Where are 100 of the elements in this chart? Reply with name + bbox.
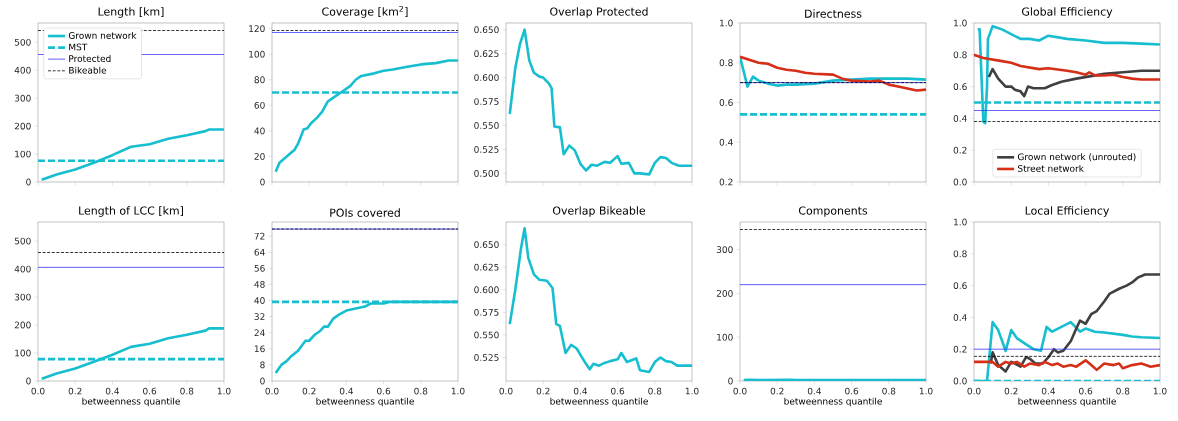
- y-tick-label: 1.0: [954, 19, 967, 27]
- x-tick-label: 0.2: [68, 387, 82, 395]
- ref-line-label: Protected: [69, 55, 111, 63]
- y-tick-label: 60: [254, 101, 265, 109]
- y-tick-label: 0: [728, 377, 733, 385]
- y-tick-label: 0.2: [719, 178, 733, 186]
- chart-title: Local Efficiency: [1025, 206, 1110, 217]
- y-tick-label: 100: [717, 333, 733, 341]
- y-tick-label: 500: [14, 237, 31, 245]
- chart-title: Length of LCC [km]: [79, 206, 183, 217]
- y-tick-label: 0.575: [474, 98, 499, 105]
- y-tick-label: 400: [14, 66, 31, 74]
- chart-title: Components: [798, 206, 868, 217]
- y-tick-label: 1.0: [954, 218, 967, 226]
- chart-title: Global Efficiency: [1022, 7, 1113, 18]
- legend-label: Grown network (unrouted): [1017, 153, 1136, 162]
- chart-title: Directness: [805, 9, 862, 18]
- y-tick-label: 0.4: [953, 115, 967, 122]
- y-tick-label: 0.650: [474, 241, 499, 248]
- y-tick-label: 100: [15, 150, 31, 158]
- x-axis-title: betweenness quantile: [316, 397, 414, 407]
- x-tick-label: 0.4: [339, 387, 354, 395]
- x-tick-label: 1.0: [217, 387, 231, 395]
- y-tick-label: 0.6: [953, 83, 967, 90]
- x-axis-title: betweenness quantile: [550, 397, 648, 407]
- y-tick-label: 100: [249, 50, 265, 58]
- x-tick-label: 0.8: [180, 387, 194, 395]
- y-tick-label: 0.625: [474, 263, 499, 271]
- y-tick-label: 200: [716, 290, 733, 297]
- chart-title: Overlap Bikeable: [552, 206, 646, 217]
- y-tick-label: 24: [254, 329, 265, 337]
- y-tick-label: 0.600: [474, 74, 499, 81]
- x-axis-title: betweenness quantile: [82, 397, 180, 407]
- x-tick-label: 1.0: [919, 387, 933, 395]
- y-tick-label: 0.8: [953, 250, 967, 258]
- y-tick-label: 0.550: [474, 122, 499, 129]
- x-tick-label: 0.4: [807, 387, 822, 395]
- x-tick-label: 1.0: [1153, 387, 1167, 395]
- x-tick-label: 0.6: [1079, 387, 1093, 395]
- x-tick-label: 0.8: [1116, 387, 1130, 395]
- x-tick-label: 1.0: [685, 387, 699, 395]
- y-tick-label: 0.8: [719, 59, 733, 67]
- x-tick-label: 0.6: [845, 387, 859, 395]
- y-tick-label: 72: [254, 232, 265, 240]
- y-tick-label: 0.525: [474, 146, 499, 153]
- x-tick-label: 0.8: [414, 387, 428, 395]
- y-tick-label: 0.2: [953, 146, 967, 154]
- x-tick-label: 0.2: [302, 387, 316, 395]
- y-tick-label: 0.4: [953, 314, 967, 321]
- y-tick-label: 500: [14, 38, 31, 46]
- legend-label: Bikeable: [69, 66, 107, 74]
- x-tick-label: 1.0: [451, 387, 465, 395]
- x-tick-label: 0.0: [265, 387, 279, 395]
- x-tick-label: 0.0: [967, 387, 981, 395]
- x-axis-title: betweenness quantile: [784, 397, 882, 407]
- y-tick-label: 48: [254, 281, 265, 288]
- x-tick-label: 0.8: [648, 387, 662, 395]
- chart-title: POIs covered: [330, 208, 400, 217]
- y-tick-label: 32: [254, 313, 265, 320]
- y-tick-label: 0.575: [474, 308, 499, 316]
- y-tick-label: 0.625: [474, 50, 499, 58]
- x-tick-label: 0.2: [1004, 387, 1018, 395]
- chart-title: Overlap Protected: [550, 7, 648, 18]
- y-tick-label: 0.4: [719, 138, 733, 146]
- x-tick-label: 0.0: [31, 387, 45, 395]
- y-tick-label: 200: [14, 321, 31, 329]
- legend-label: Grown network: [68, 31, 137, 39]
- y-tick-label: 8: [260, 361, 265, 369]
- y-tick-label: 0: [26, 178, 31, 186]
- x-tick-label: 0.6: [611, 387, 625, 395]
- x-tick-label: 0.0: [733, 387, 747, 395]
- y-tick-label: 400: [14, 265, 31, 273]
- y-tick-label: 0.525: [474, 354, 499, 361]
- x-tick-label: 0.0: [499, 387, 513, 395]
- y-tick-label: 0.600: [474, 286, 499, 294]
- y-tick-label: 0: [26, 377, 31, 385]
- y-tick-label: 0.500: [474, 169, 499, 177]
- legend-label: Street network: [1018, 164, 1084, 172]
- chart-title: Length [km]: [98, 7, 164, 18]
- y-tick-label: 16: [254, 345, 265, 353]
- x-axis-title: betweenness quantile: [1018, 397, 1116, 407]
- y-tick-label: 64: [254, 248, 265, 256]
- y-tick-label: 300: [716, 246, 733, 253]
- y-tick-label: 0.6: [719, 99, 733, 106]
- x-tick-label: 0.2: [536, 387, 550, 395]
- y-tick-label: 0.650: [474, 26, 499, 34]
- x-tick-label: 0.6: [377, 387, 391, 395]
- y-tick-label: 1.0: [720, 19, 733, 27]
- y-tick-label: 0: [260, 377, 265, 385]
- y-tick-label: 300: [14, 94, 31, 102]
- y-tick-label: 40: [254, 127, 265, 135]
- y-tick-label: 100: [15, 349, 31, 357]
- y-tick-label: 0.6: [953, 282, 967, 289]
- y-tick-label: 0.8: [953, 51, 967, 59]
- x-tick-label: 0.4: [105, 387, 120, 395]
- y-tick-label: 20: [254, 153, 265, 160]
- y-tick-label: 0.2: [953, 345, 967, 353]
- y-tick-label: 200: [14, 122, 31, 130]
- x-tick-label: 0.6: [143, 387, 157, 395]
- x-tick-label: 0.4: [573, 387, 588, 395]
